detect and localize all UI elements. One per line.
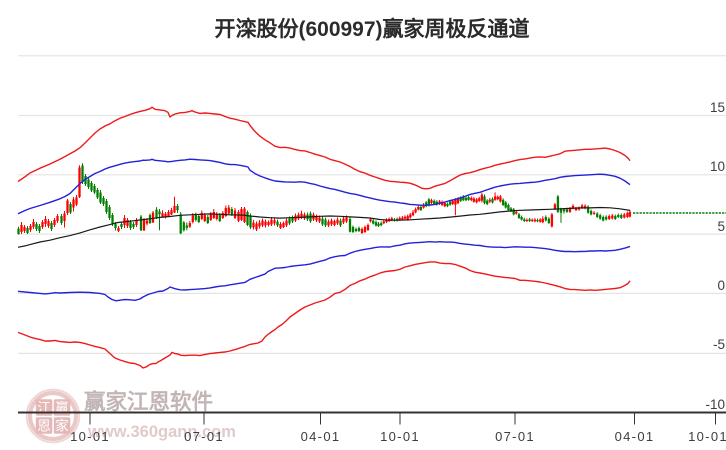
svg-text:赢家江恩软件: 赢家江恩软件 [84, 389, 213, 414]
svg-text:家: 家 [55, 417, 69, 433]
svg-text:恩: 恩 [37, 418, 51, 433]
svg-text:赢: 赢 [55, 399, 69, 415]
svg-text:www.360gann.com: www.360gann.com [87, 423, 236, 441]
